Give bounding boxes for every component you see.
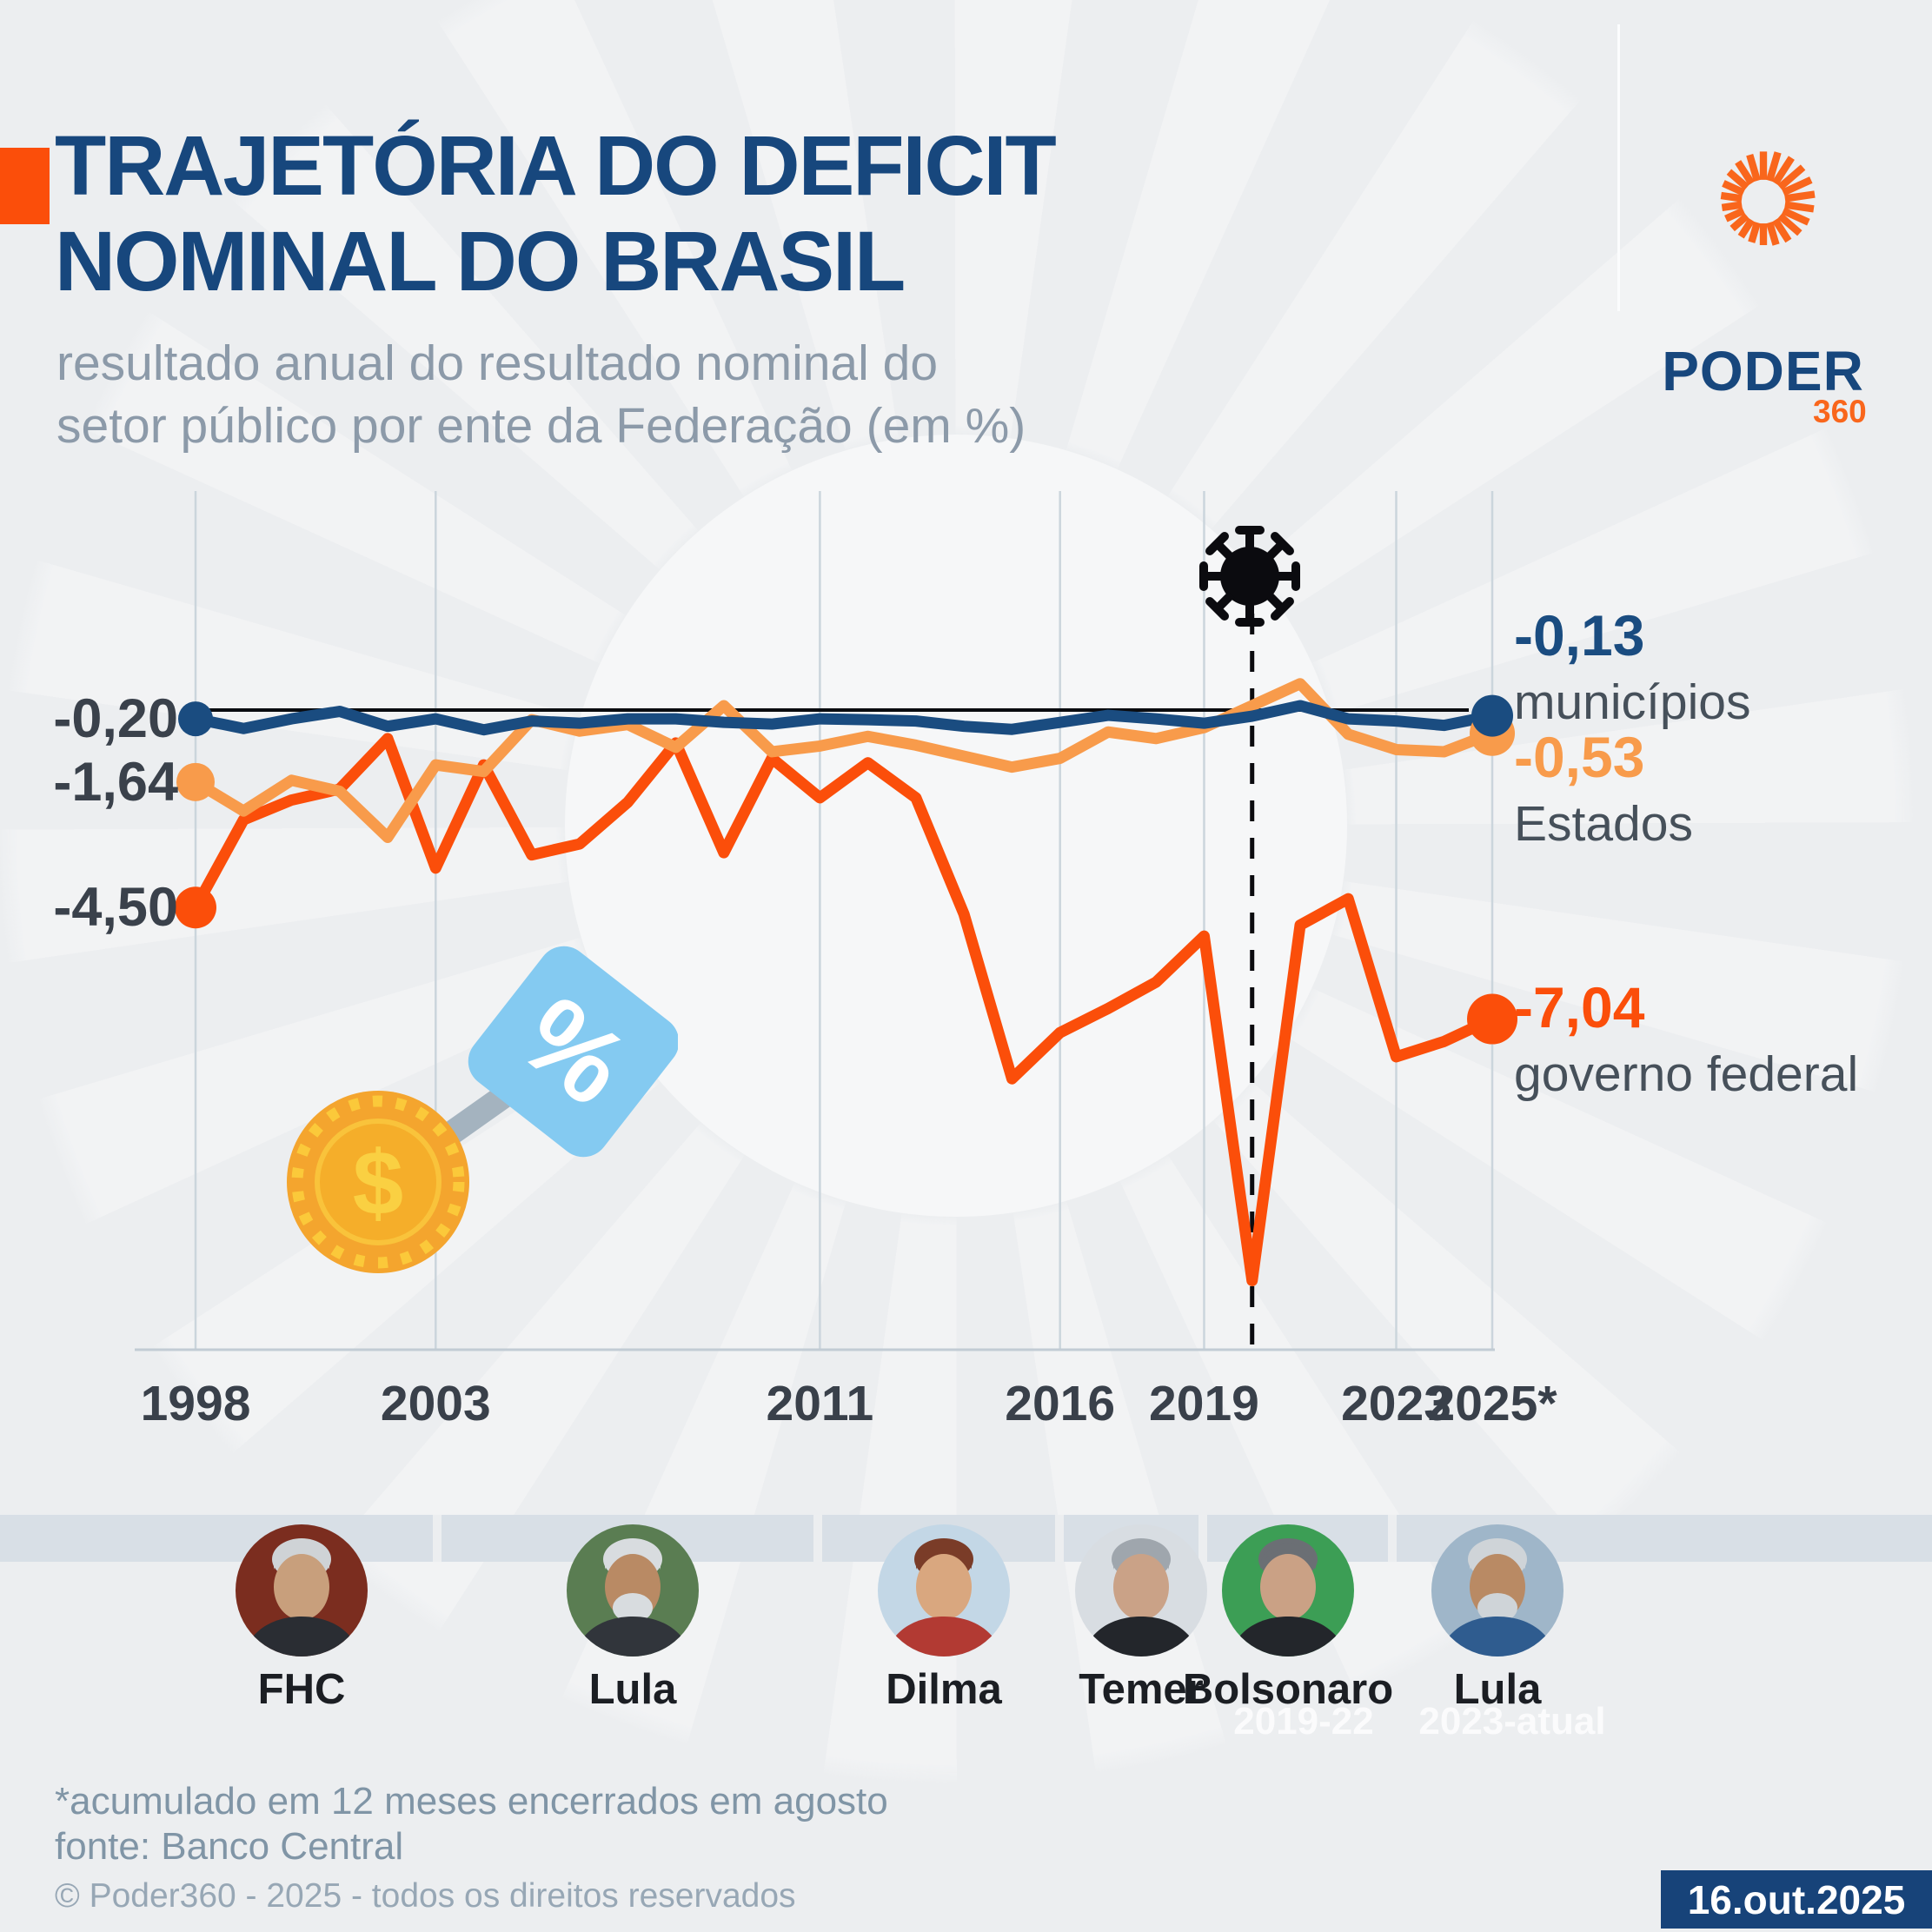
x-tick-label-2003: 2003 xyxy=(380,1376,491,1431)
president-photo-Bolsonaro xyxy=(1222,1524,1354,1656)
end-value-municípios: -0,13 xyxy=(1514,603,1645,667)
term-boundary xyxy=(1388,1515,1397,1562)
start-dot-municípios xyxy=(178,701,213,737)
accent-square xyxy=(0,148,50,224)
header-divider xyxy=(1617,24,1620,311)
president-photo-Dilma xyxy=(878,1524,1010,1656)
end-value-governo federal: -7,04 xyxy=(1514,975,1645,1039)
end-series-name-governo federal: governo federal xyxy=(1514,1046,1859,1102)
x-tick-label-2016: 2016 xyxy=(1005,1376,1116,1431)
president-photo-Lula xyxy=(567,1524,699,1656)
president-name-Lula: Lula xyxy=(1453,1666,1542,1713)
end-series-name-municípios: municípios xyxy=(1514,674,1751,730)
end-dot-governo federal xyxy=(1467,993,1518,1045)
term-boundary xyxy=(813,1515,822,1562)
series-line-municípios xyxy=(189,700,1498,736)
page-title-line1: TRAJETÓRIA DO DEFICIT xyxy=(55,118,1057,213)
president-name-Dilma: Dilma xyxy=(886,1666,1002,1713)
president-name-Lula: Lula xyxy=(588,1666,677,1713)
percent-flag: % xyxy=(468,946,678,1158)
page-title-line2: NOMINAL DO BRASIL xyxy=(55,214,906,309)
virus-icon xyxy=(1199,526,1300,627)
money-percent-icon: % $ xyxy=(287,946,678,1273)
source-note: fonte: Banco Central xyxy=(55,1825,404,1868)
start-value-label-municípios: -0,20 xyxy=(53,688,178,750)
term-boundary xyxy=(433,1515,442,1562)
copyright: © Poder360 - 2025 - todos os direitos re… xyxy=(55,1877,796,1915)
page-subtitle-line2: setor público por ente da Federação (em … xyxy=(56,398,1026,454)
end-dot-municípios xyxy=(1471,694,1514,737)
end-value-Estados: -0,53 xyxy=(1514,725,1645,789)
x-tick-label-1998: 1998 xyxy=(140,1376,251,1431)
date-badge: 16.out.2025 xyxy=(1661,1870,1932,1929)
president-photo-Temer xyxy=(1075,1524,1207,1656)
president-name-Temer: Temer xyxy=(1079,1666,1204,1713)
x-tick-label-2025: 2025* xyxy=(1427,1376,1557,1431)
president-name-FHC: FHC xyxy=(257,1666,346,1713)
start-value-label-Estados: -1,64 xyxy=(53,751,178,813)
start-value-label-governo federal: -4,50 xyxy=(53,877,178,939)
start-dot-Estados xyxy=(176,762,215,801)
x-tick-label-2019: 2019 xyxy=(1149,1376,1259,1431)
president-photo-Lula xyxy=(1431,1524,1564,1656)
coin-icon: $ xyxy=(287,1091,469,1273)
x-tick-label-2023: 2023 xyxy=(1341,1376,1451,1431)
x-tick-label-2011: 2011 xyxy=(766,1376,874,1431)
logo-brand-suffix: 360 xyxy=(1813,394,1867,429)
page-subtitle-line1: resultado anual do resultado nominal do xyxy=(56,335,939,391)
start-dot-governo federal xyxy=(175,886,216,929)
footnote: *acumulado em 12 meses encerrados em ago… xyxy=(55,1780,888,1822)
ghost-term-label: 2019-22 xyxy=(1233,1700,1374,1743)
president-name-Bolsonaro: Bolsonaro xyxy=(1182,1666,1394,1713)
term-boundary xyxy=(1198,1515,1207,1562)
series-line-Estados xyxy=(189,678,1498,843)
dollar-symbol: $ xyxy=(353,1132,403,1234)
end-series-name-Estados: Estados xyxy=(1514,796,1693,852)
term-boundary xyxy=(1055,1515,1064,1562)
logo-brand: PODER xyxy=(1662,340,1864,402)
ghost-term-label: 2023-atual xyxy=(1418,1700,1606,1743)
president-photo-FHC xyxy=(236,1524,368,1656)
poder360-sunburst-icon xyxy=(1720,151,1816,246)
